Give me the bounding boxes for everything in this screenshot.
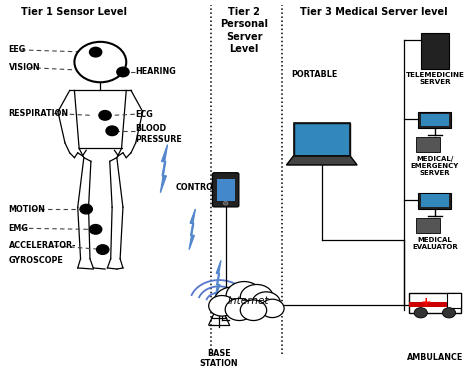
Circle shape	[240, 300, 267, 321]
FancyBboxPatch shape	[447, 292, 461, 309]
Text: GYROSCOPE: GYROSCOPE	[9, 256, 63, 265]
Text: Tier 1 Sensor Level: Tier 1 Sensor Level	[21, 7, 128, 17]
FancyBboxPatch shape	[421, 33, 449, 70]
Text: MEDICAL/
EMERGENCY
SERVER: MEDICAL/ EMERGENCY SERVER	[411, 156, 459, 176]
FancyBboxPatch shape	[409, 302, 447, 307]
Circle shape	[261, 299, 284, 318]
Circle shape	[252, 292, 280, 314]
FancyBboxPatch shape	[217, 179, 235, 201]
FancyBboxPatch shape	[421, 114, 449, 126]
Text: HEARING: HEARING	[136, 67, 176, 76]
Text: PORTABLE: PORTABLE	[291, 70, 337, 79]
Text: BASE
STATION: BASE STATION	[200, 349, 238, 368]
Circle shape	[106, 126, 118, 136]
Circle shape	[74, 42, 126, 82]
Polygon shape	[293, 123, 350, 156]
Text: AMBULANCE: AMBULANCE	[407, 353, 463, 362]
Text: CONTROLLER: CONTROLLER	[176, 183, 236, 191]
Circle shape	[80, 204, 92, 214]
FancyBboxPatch shape	[416, 137, 439, 152]
Polygon shape	[286, 156, 357, 165]
Text: ECG: ECG	[136, 110, 154, 119]
Text: MEDICAL
EVALUATOR: MEDICAL EVALUATOR	[412, 237, 458, 250]
Text: VISION: VISION	[9, 63, 40, 72]
Circle shape	[90, 47, 102, 57]
Text: PRESSURE: PRESSURE	[136, 135, 182, 144]
Text: Tier 3 Medical Server level: Tier 3 Medical Server level	[300, 7, 447, 17]
Circle shape	[117, 67, 129, 77]
FancyBboxPatch shape	[416, 218, 439, 233]
Text: EEG: EEG	[9, 45, 26, 55]
FancyBboxPatch shape	[212, 173, 239, 207]
Text: RESPIRATION: RESPIRATION	[9, 109, 69, 118]
Circle shape	[90, 224, 102, 234]
Polygon shape	[215, 261, 221, 297]
Polygon shape	[189, 209, 195, 249]
Circle shape	[240, 285, 273, 310]
Circle shape	[214, 287, 250, 315]
Text: BLOOD: BLOOD	[136, 124, 167, 133]
Circle shape	[209, 295, 235, 316]
FancyBboxPatch shape	[419, 193, 451, 209]
Text: EMG: EMG	[9, 224, 28, 233]
Circle shape	[414, 308, 428, 318]
Circle shape	[226, 282, 262, 310]
Circle shape	[97, 245, 109, 254]
Circle shape	[225, 298, 254, 321]
FancyBboxPatch shape	[409, 292, 461, 313]
Text: Tier 2
Personal
Server
Level: Tier 2 Personal Server Level	[220, 7, 268, 54]
Circle shape	[223, 201, 228, 205]
Text: TELEMEDICINE
SERVER: TELEMEDICINE SERVER	[405, 72, 465, 85]
Text: +: +	[420, 295, 431, 309]
Text: Internet: Internet	[228, 296, 270, 306]
Text: MOTION: MOTION	[9, 205, 46, 214]
Polygon shape	[160, 145, 167, 193]
Text: ACCELERATOR-: ACCELERATOR-	[9, 241, 76, 250]
Circle shape	[442, 308, 456, 318]
Circle shape	[99, 111, 111, 120]
FancyBboxPatch shape	[419, 112, 451, 128]
FancyBboxPatch shape	[421, 194, 449, 207]
